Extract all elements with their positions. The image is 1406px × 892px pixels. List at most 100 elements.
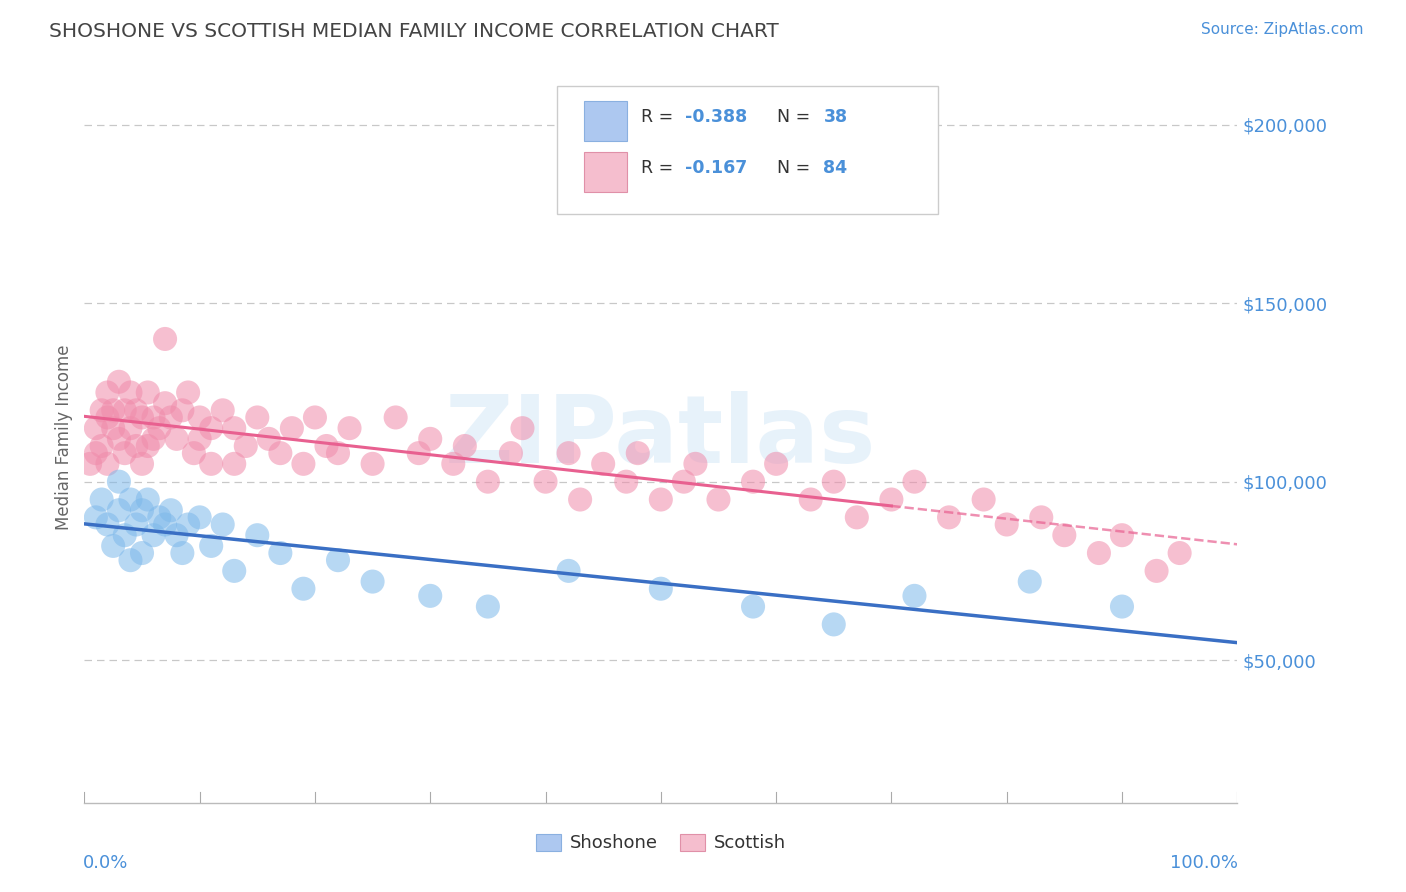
Legend: Shoshone, Scottish: Shoshone, Scottish xyxy=(529,826,793,860)
Point xyxy=(592,457,614,471)
Point xyxy=(125,403,148,417)
Point xyxy=(166,432,188,446)
Point xyxy=(557,446,579,460)
Point xyxy=(125,439,148,453)
Point xyxy=(326,446,349,460)
Point xyxy=(326,553,349,567)
Point xyxy=(1088,546,1111,560)
Text: R =: R = xyxy=(641,108,679,126)
Point xyxy=(384,410,406,425)
Point xyxy=(534,475,557,489)
Point xyxy=(153,332,176,346)
Bar xyxy=(583,152,627,192)
Text: R =: R = xyxy=(641,159,679,178)
Point xyxy=(281,421,304,435)
Point xyxy=(614,475,637,489)
Point xyxy=(315,439,337,453)
Point xyxy=(200,421,222,435)
Point xyxy=(108,503,131,517)
Point xyxy=(1111,599,1133,614)
Point xyxy=(142,432,165,446)
Point xyxy=(96,517,118,532)
Point xyxy=(257,432,280,446)
Point xyxy=(148,510,170,524)
Text: ZIPatlas: ZIPatlas xyxy=(446,391,876,483)
Point xyxy=(136,492,159,507)
Point xyxy=(160,503,183,517)
Point xyxy=(96,410,118,425)
Point xyxy=(650,582,672,596)
Point xyxy=(108,475,131,489)
Point xyxy=(131,503,153,517)
Point xyxy=(224,564,246,578)
Point xyxy=(148,421,170,435)
Point xyxy=(707,492,730,507)
Point xyxy=(200,457,222,471)
Point xyxy=(153,517,176,532)
Point xyxy=(685,457,707,471)
Point xyxy=(557,564,579,578)
Point xyxy=(361,457,384,471)
Point xyxy=(166,528,188,542)
Point xyxy=(408,446,430,460)
Point xyxy=(114,403,136,417)
Point xyxy=(103,421,124,435)
Point xyxy=(1031,510,1053,524)
Point xyxy=(441,457,464,471)
Point xyxy=(79,457,101,471)
Point xyxy=(142,410,165,425)
Point xyxy=(477,475,499,489)
Point xyxy=(103,403,124,417)
Point xyxy=(269,446,291,460)
Point xyxy=(153,396,176,410)
Point xyxy=(823,475,845,489)
Point xyxy=(200,539,222,553)
Point xyxy=(103,539,124,553)
Point xyxy=(90,492,112,507)
Point xyxy=(499,446,522,460)
Text: N =: N = xyxy=(766,159,815,178)
Point xyxy=(903,589,925,603)
Point xyxy=(84,446,107,460)
Point xyxy=(292,582,315,596)
Point xyxy=(1168,546,1191,560)
Point xyxy=(84,510,107,524)
Point xyxy=(84,421,107,435)
Text: -0.388: -0.388 xyxy=(685,108,747,126)
Point xyxy=(823,617,845,632)
Point xyxy=(224,457,246,471)
Point xyxy=(650,492,672,507)
Point xyxy=(627,446,650,460)
Point xyxy=(1111,528,1133,542)
Point xyxy=(120,385,142,400)
Point xyxy=(114,446,136,460)
Point xyxy=(800,492,823,507)
Text: SHOSHONE VS SCOTTISH MEDIAN FAMILY INCOME CORRELATION CHART: SHOSHONE VS SCOTTISH MEDIAN FAMILY INCOM… xyxy=(49,22,779,41)
Point xyxy=(136,439,159,453)
Point xyxy=(172,546,194,560)
Point xyxy=(292,457,315,471)
Point xyxy=(224,421,246,435)
Point xyxy=(142,528,165,542)
Point xyxy=(90,439,112,453)
Point xyxy=(845,510,868,524)
Point xyxy=(160,410,183,425)
Point xyxy=(938,510,960,524)
Point xyxy=(131,410,153,425)
Point xyxy=(512,421,534,435)
Y-axis label: Median Family Income: Median Family Income xyxy=(55,344,73,530)
Point xyxy=(1053,528,1076,542)
Point xyxy=(419,432,441,446)
Point xyxy=(742,475,765,489)
Point xyxy=(120,492,142,507)
Point xyxy=(995,517,1018,532)
Text: -0.167: -0.167 xyxy=(685,159,747,178)
Point xyxy=(903,475,925,489)
Point xyxy=(569,492,592,507)
Text: 84: 84 xyxy=(824,159,848,178)
Point xyxy=(120,553,142,567)
Point xyxy=(1018,574,1040,589)
Point xyxy=(108,432,131,446)
Text: Source: ZipAtlas.com: Source: ZipAtlas.com xyxy=(1201,22,1364,37)
Point xyxy=(188,510,211,524)
